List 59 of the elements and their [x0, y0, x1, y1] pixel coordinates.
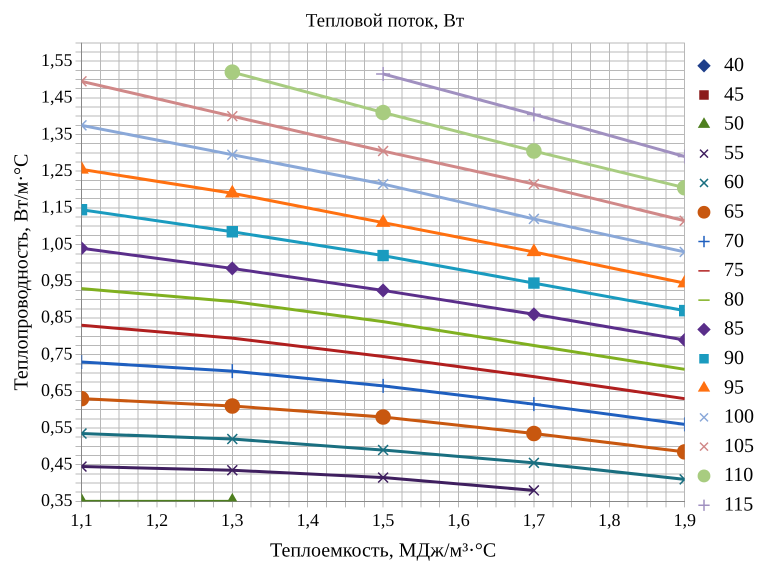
legend-label: 110: [724, 464, 754, 486]
chart-title: Тепловой поток, Вт: [306, 10, 465, 32]
point: [226, 464, 238, 476]
legend-label: 65: [724, 200, 744, 222]
point: [377, 178, 389, 190]
legend-label: 75: [724, 259, 744, 282]
x-tick-label: 1,1: [70, 510, 93, 530]
point: [226, 262, 240, 276]
y-tick-label: 0,95: [41, 270, 72, 290]
x-tick-label: 1,8: [598, 510, 621, 530]
legend-label: 115: [724, 494, 754, 516]
x-axis-title: Теплоемкость, МДж/м³·°С: [270, 539, 496, 562]
point: [377, 250, 389, 262]
legend-label: 80: [724, 288, 744, 310]
y-tick-label: 1,55: [41, 50, 72, 70]
point: [375, 378, 391, 394]
y-tick-label: 0,85: [41, 306, 72, 327]
legend-label: 40: [724, 54, 744, 76]
x-tick-label: 1,7: [522, 510, 546, 530]
legend-label: 105: [724, 434, 754, 457]
point: [377, 145, 389, 157]
y-tick-label: 1,25: [41, 160, 72, 180]
point: [375, 66, 391, 82]
y-tick-label: 0,75: [41, 343, 72, 364]
point: [376, 284, 390, 298]
y-tick-label: 0,65: [41, 380, 72, 400]
x-tick-label: 1,2: [146, 510, 168, 530]
legend-label: 50: [724, 112, 744, 135]
point: [226, 110, 238, 122]
point: [226, 433, 238, 445]
legend-label: 60: [724, 171, 744, 194]
x-tick-label: 1,9: [673, 510, 696, 530]
legend-label: 55: [724, 142, 744, 164]
point: [224, 64, 240, 80]
point: [375, 409, 391, 425]
y-tick-label: 1,35: [41, 123, 72, 144]
legend-label: 85: [724, 318, 744, 340]
y-tick-label: 0,35: [41, 490, 72, 510]
legend-label: 95: [724, 376, 744, 398]
x-tick-label: 1,5: [372, 510, 394, 530]
x-tick-label: 1,3: [221, 510, 244, 530]
x-tick-label: 1,6: [447, 510, 470, 530]
point: [226, 226, 238, 238]
legend-label: 70: [724, 230, 744, 252]
y-tick-label: 1,15: [41, 196, 72, 217]
legend-label: 90: [724, 347, 744, 369]
y-tick-label: 0,55: [41, 416, 72, 437]
x-tick-label: 1,4: [296, 510, 319, 530]
y-tick-label: 0,45: [41, 453, 72, 474]
point: [377, 472, 389, 484]
point: [377, 444, 389, 456]
y-tick-label: 1,05: [41, 233, 72, 254]
legend-label: 100: [724, 406, 754, 428]
y-tick-label: 1,45: [41, 86, 72, 107]
point: [224, 398, 240, 414]
point: [375, 104, 391, 120]
y-axis-title: Теплопроводность, Вт/м·°С: [10, 154, 32, 391]
point: [226, 149, 238, 160]
legend-label: 45: [724, 83, 744, 106]
